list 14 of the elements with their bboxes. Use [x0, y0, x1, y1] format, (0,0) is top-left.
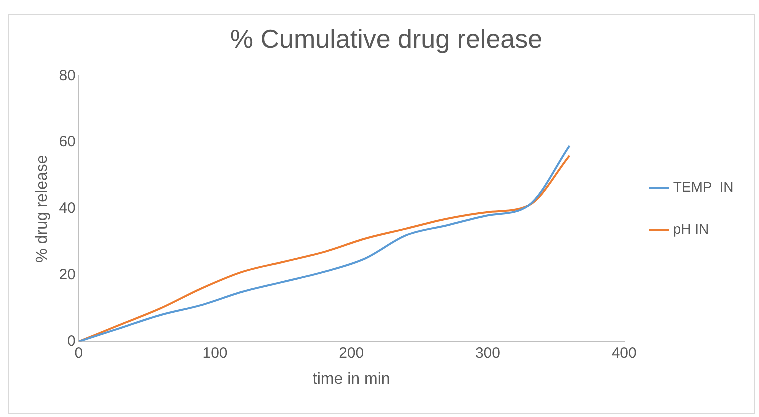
y-axis-title: % drug release [34, 155, 52, 263]
y-tick-label: 60 [59, 134, 76, 151]
chart-title: % Cumulative drug release [230, 24, 543, 54]
x-tick-label: 200 [339, 344, 364, 362]
x-tick-label: 300 [475, 344, 500, 362]
legend-label: pH IN [673, 220, 710, 237]
x-tick-label: 400 [612, 344, 637, 362]
x-tick-label: 100 [202, 344, 228, 362]
y-tick-label: 0 [68, 332, 76, 350]
x-axis-title: time in min [312, 370, 390, 388]
y-tick-label: 20 [59, 266, 76, 284]
y-tick-label: 40 [59, 200, 76, 218]
y-tick-label: 80 [59, 67, 76, 84]
legend-label: TEMP IN [673, 178, 734, 195]
